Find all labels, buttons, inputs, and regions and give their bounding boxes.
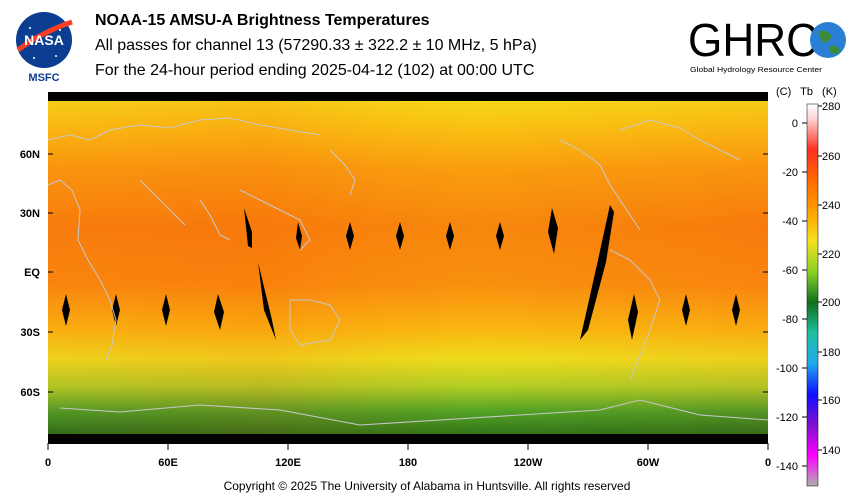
colorbar-header: (C) Tb (K) — [776, 86, 843, 98]
celsius-tick-5: -100 — [776, 363, 798, 375]
lon-label-180: 180 — [399, 457, 417, 469]
celsius-unit-label: (C) — [776, 86, 792, 98]
period-subtitle: For the 24-hour period ending 2025-04-12… — [95, 62, 535, 79]
kelvin-tick-5: 180 — [822, 347, 840, 359]
celsius-tick-3: -60 — [782, 265, 798, 277]
kelvin-tick-1: 260 — [822, 151, 840, 163]
ghrc-logo-subtext: Global Hydrology Resource Center — [690, 67, 823, 74]
ghrc-logo-text: GHRC — [688, 14, 818, 66]
celsius-tick-2: -40 — [782, 216, 798, 228]
lat-label-30n: 30N — [20, 208, 40, 220]
lon-label-0-east: 0 — [765, 457, 771, 469]
tb-label: Tb — [800, 86, 813, 98]
kelvin-tick-7: 140 — [822, 445, 840, 457]
lat-label-60s: 60S — [20, 387, 40, 399]
ghrc-logo: GHRC Global Hydrology Resource Center — [688, 14, 846, 74]
nasa-logo-text: NASA — [24, 32, 64, 48]
kelvin-tick-6: 160 — [822, 395, 840, 407]
north-pole-band — [48, 92, 768, 101]
lat-label-30s: 30S — [20, 327, 40, 339]
kelvin-tick-3: 220 — [822, 249, 840, 261]
lon-label-0-west: 0 — [45, 457, 51, 469]
lon-label-60w: 60W — [637, 457, 660, 469]
msfc-logo-text: MSFC — [28, 72, 59, 84]
kelvin-tick-4: 200 — [822, 297, 840, 309]
colorbar-scale — [806, 103, 819, 487]
lon-tick-marks — [47, 443, 769, 450]
orbit-gaps — [62, 205, 740, 340]
kelvin-tick-2: 240 — [822, 200, 840, 212]
coastlines — [47, 117, 769, 426]
lon-label-60e: 60E — [158, 457, 178, 469]
lon-label-120e: 120E — [275, 457, 301, 469]
celsius-tick-4: -80 — [782, 314, 798, 326]
kelvin-tick-0: 280 — [822, 101, 840, 113]
south-pole-band — [48, 434, 768, 444]
copyright-notice: Copyright © 2025 The University of Alaba… — [223, 479, 631, 493]
lat-tick-marks — [48, 153, 768, 393]
celsius-tick-7: -140 — [776, 461, 798, 473]
lon-label-120w: 120W — [514, 457, 543, 469]
celsius-tick-6: -120 — [776, 412, 798, 424]
lat-label-eq: EQ — [24, 267, 40, 279]
map-field-shading — [48, 92, 768, 443]
nasa-msfc-logo: NASA MSFC — [16, 12, 73, 84]
page-title: NOAA-15 AMSU-A Brightness Temperatures — [95, 12, 430, 29]
channel-subtitle: All passes for channel 13 (57290.33 ± 32… — [95, 37, 537, 54]
lat-label-60n: 60N — [20, 149, 40, 161]
celsius-tick-1: -20 — [782, 167, 798, 179]
kelvin-unit-label: (K) — [822, 86, 837, 98]
celsius-tick-0: 0 — [792, 118, 798, 130]
